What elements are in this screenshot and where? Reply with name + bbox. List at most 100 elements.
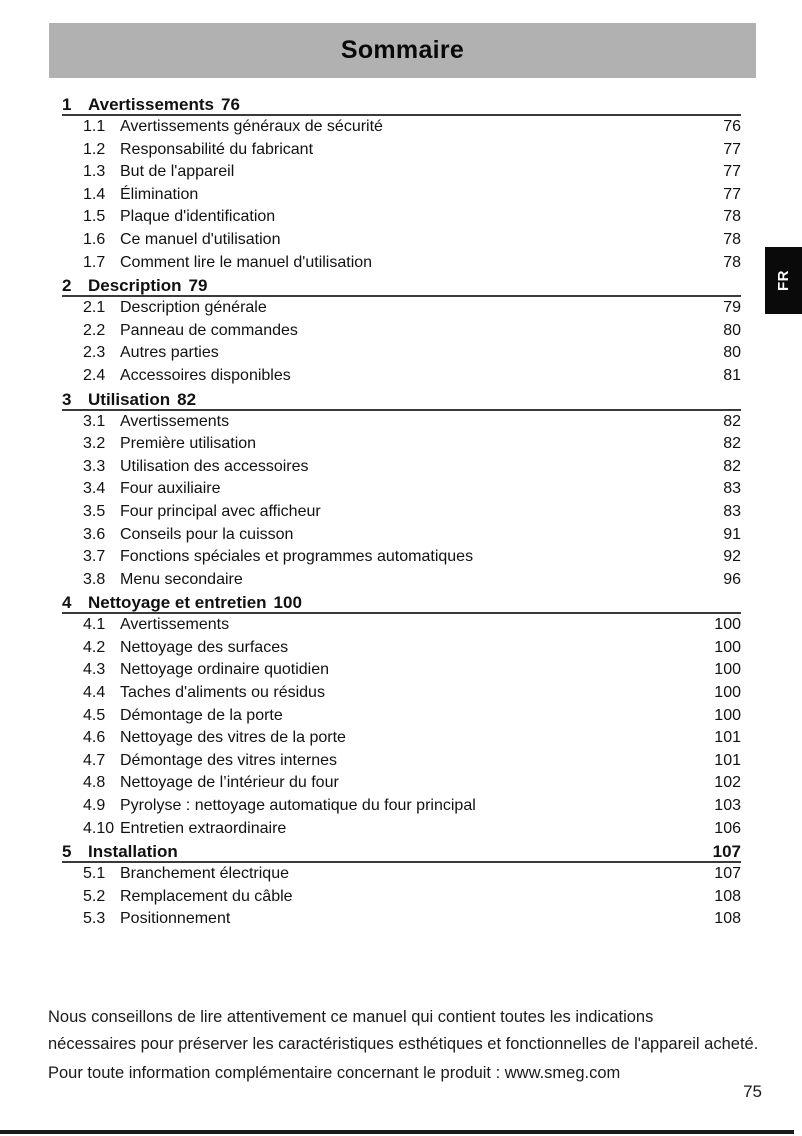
entry-page: 81 (723, 366, 741, 384)
toc-entry: 5.1 Branchement électrique 107 (62, 863, 741, 886)
entry-title: Autres parties (120, 344, 219, 362)
toc-section-heading: 2 Description 79 (62, 274, 741, 298)
entry-number: 4.7 (83, 751, 106, 769)
toc-entry: 5.3 Positionnement 108 (62, 908, 741, 931)
entry-number: 3.2 (83, 435, 106, 453)
page-number: 75 (743, 1082, 762, 1101)
toc-entry: 4.9 Pyrolyse : nettoyage automatique du f… (62, 795, 741, 818)
entry-page: 82 (723, 412, 741, 430)
entry-number: 4.3 (83, 661, 106, 679)
entry-title: Panneau de commandes (120, 321, 298, 339)
toc-entry: 4.10 Entretien extraordinaire 106 (62, 818, 741, 841)
toc-entry: 2.1 Description générale 79 (62, 297, 741, 320)
toc-entry: 3.4 Four auxiliaire 83 (62, 478, 741, 501)
entry-page: 83 (723, 502, 741, 520)
entry-title: Description générale (120, 299, 267, 317)
entry-title: Avertissements (120, 412, 230, 430)
entry-title: Plaque d'identification (120, 208, 276, 226)
entry-number: 5.3 (83, 910, 106, 928)
entry-title: Remplacement du câble (120, 887, 293, 905)
entry-number: 1.1 (83, 118, 106, 135)
footer-line: nécessaires pour préserver les caractéri… (48, 1035, 759, 1053)
entry-page: 78 (723, 208, 741, 226)
section-title: Installation (88, 842, 178, 862)
entry-page: 83 (723, 480, 741, 498)
toc: 1 Avertissements 76 1.1 Avertissements génér… (62, 93, 741, 931)
section-page: 100 (273, 593, 302, 613)
toc-section-heading: 3 Utilisation 82 (62, 388, 741, 411)
entry-title: Nettoyage de l’intérieur du four (120, 774, 339, 792)
entry-number: 4.1 (83, 616, 106, 634)
entry-title: Avertissements (120, 616, 230, 634)
entry-title: Ce manuel d'utilisation (120, 230, 281, 248)
entry-number: 2.4 (83, 366, 106, 384)
entry-number: 4.2 (83, 638, 106, 656)
toc-entry: 1.7 Comment lire le manuel d'utilisation 7… (62, 252, 741, 275)
entry-number: 1.5 (83, 208, 106, 226)
section-title: Nettoyage et entretien (88, 593, 267, 613)
entry-title: But de l'appareil (120, 163, 235, 181)
toc-entry: 4.1 Avertissements 100 (62, 614, 741, 637)
toc-entry: 4.8 Nettoyage de l’intérieur du four 102 (62, 772, 741, 795)
entry-title: Four principal avec afficheur (120, 502, 321, 520)
entry-page: 100 (714, 706, 741, 724)
toc-entry: 1.5 Plaque d'identification 78 (62, 206, 741, 229)
entry-page: 103 (714, 797, 741, 815)
entry-page: 100 (714, 661, 741, 679)
section-title: Avertissements (88, 95, 214, 114)
toc-section-heading: 1 Avertissements 76 (62, 93, 741, 116)
entry-page: 80 (723, 321, 741, 339)
entry-number: 3.5 (83, 502, 106, 520)
toc-entry: 4.4 Taches d'aliments ou résidus 100 (62, 682, 741, 705)
entry-number: 4.5 (83, 706, 106, 724)
entry-page: 100 (714, 616, 741, 634)
entry-number: 3.3 (83, 457, 106, 475)
toc-entry: 5.2 Remplacement du câble 108 (62, 886, 741, 909)
entry-title: Démontage des vitres internes (120, 751, 337, 769)
entry-page: 101 (714, 729, 741, 747)
entry-title: Première utilisation (120, 435, 257, 453)
toc-section-heading: 4 Nettoyage et entretien 100 (62, 591, 741, 615)
entry-title: Fonctions spéciales et programmes automa… (120, 548, 474, 566)
entry-page: 78 (723, 230, 741, 248)
entry-title: Entretien extraordinaire (120, 819, 287, 837)
toc-entry: 2.2 Panneau de commandes 80 (62, 320, 741, 343)
entry-title: Accessoires disponibles (120, 366, 291, 384)
footer-line: Pour toute information complémentaire co… (48, 1064, 621, 1082)
entry-page: 79 (723, 299, 741, 317)
section-number: 5 (62, 842, 72, 862)
entry-page: 102 (714, 774, 741, 792)
entry-number: 3.7 (83, 548, 106, 566)
toc-entry: 4.6 Nettoyage des vitres de la porte 101 (62, 727, 741, 750)
header-bar: Sommaire (49, 23, 756, 78)
entry-page: 76 (723, 118, 741, 135)
entry-number: 1.3 (83, 163, 106, 181)
toc-entry: 1.1 Avertissements généraux de sécurité 76 (62, 116, 741, 139)
section-number: 1 (62, 95, 72, 114)
entry-number: 4.10 (83, 819, 115, 837)
entry-page: 80 (723, 344, 741, 362)
section-number: 2 (62, 276, 72, 296)
entry-page: 100 (714, 638, 741, 656)
toc-entry: 3.7 Fonctions spéciales et programmes aut… (62, 546, 741, 569)
entry-page: 77 (723, 185, 741, 203)
toc-entry: 3.3 Utilisation des accessoires 82 (62, 456, 741, 479)
toc-entry: 4.5 Démontage de la porte 100 (62, 705, 741, 728)
entry-number: 3.6 (83, 525, 106, 543)
section-title: Description (88, 276, 182, 296)
entry-title: Positionnement (120, 910, 231, 928)
entry-number: 4.8 (83, 774, 106, 792)
bottom-rule (0, 1130, 794, 1134)
toc-entry: 3.2 Première utilisation 82 (62, 433, 741, 456)
entry-page: 91 (723, 525, 741, 543)
entry-number: 1.6 (83, 230, 106, 248)
entry-number: 1.2 (83, 140, 106, 158)
entry-title: Nettoyage des vitres de la porte (120, 729, 346, 747)
toc-entry: 2.3 Autres parties 80 (62, 342, 741, 365)
toc-entry: 2.4 Accessoires disponibles 81 (62, 365, 741, 388)
toc-entry: 3.6 Conseils pour la cuisson 91 (62, 524, 741, 547)
entry-title: Responsabilité du fabricant (120, 140, 314, 158)
entry-number: 4.4 (83, 684, 106, 702)
entry-page: 77 (723, 140, 741, 158)
entry-number: 3.4 (83, 480, 106, 498)
